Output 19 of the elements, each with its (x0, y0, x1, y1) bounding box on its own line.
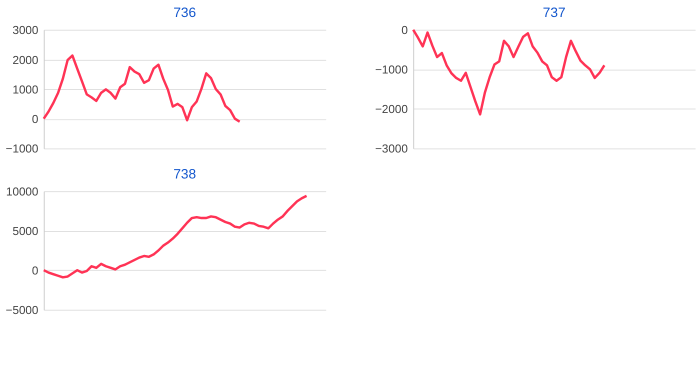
y-tick-label: −1000 (6, 142, 39, 156)
y-tick-label: 3000 (12, 24, 39, 38)
line-series (42, 194, 308, 279)
line-series (42, 54, 241, 123)
line-series (412, 28, 606, 116)
chart-title: 737 (542, 5, 566, 20)
y-tick-label: 0 (32, 113, 39, 126)
y-tick-label: −1000 (375, 64, 408, 77)
y-tick-label: −3000 (375, 142, 408, 156)
y-tick-label: −2000 (375, 103, 408, 116)
y-tick-label: −5000 (6, 304, 39, 318)
y-tick-label: 0 (401, 24, 408, 38)
y-tick-label: 10000 (6, 186, 39, 199)
y-tick-label: 2000 (12, 54, 39, 67)
y-tick-label: 0 (32, 264, 39, 278)
y-tick-label: 1000 (12, 83, 39, 96)
chart-title: 736 (173, 5, 196, 20)
chart-title: 738 (173, 166, 196, 182)
y-tick-label: 5000 (12, 225, 39, 238)
